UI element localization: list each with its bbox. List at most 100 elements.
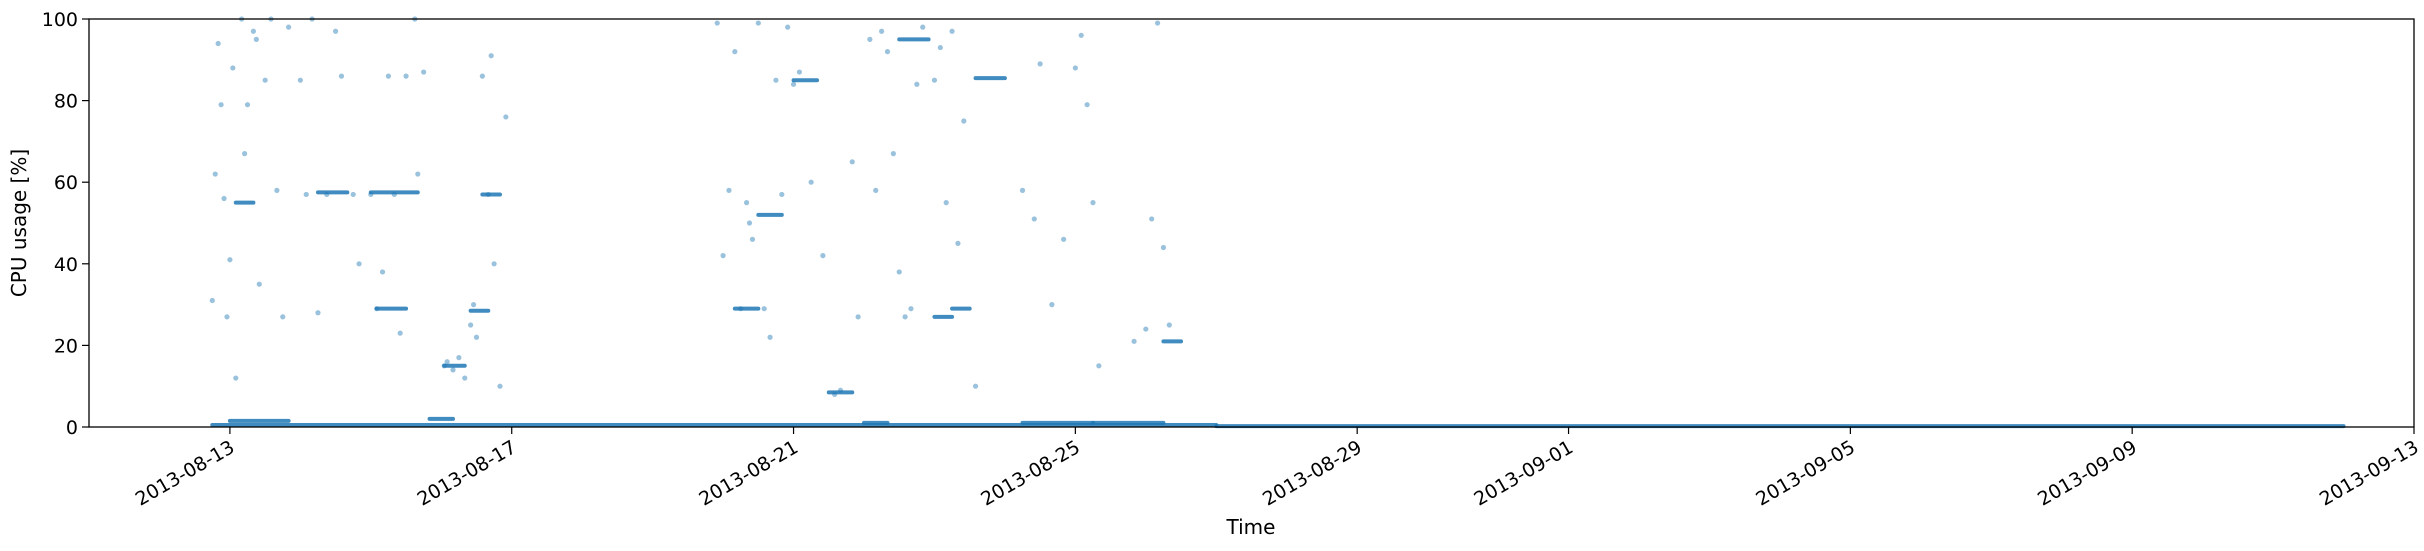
data-point: [743, 200, 750, 206]
data-point: [262, 77, 268, 83]
data-point: [796, 69, 803, 75]
data-point: [274, 187, 280, 193]
data-point: [1096, 363, 1102, 369]
x-tick-label: 2013-09-13: [2316, 436, 2423, 510]
data-point: [397, 330, 403, 336]
data-point: [303, 191, 309, 198]
x-tick-label: 2013-08-21: [695, 436, 802, 510]
data-point: [837, 387, 844, 393]
data-point: [1019, 187, 1026, 193]
data-point: [224, 314, 230, 320]
data-point: [253, 36, 259, 43]
x-tick-label: 2013-09-01: [1470, 436, 1577, 510]
data-point: [450, 367, 456, 373]
data-point: [873, 187, 879, 193]
data-point: [746, 220, 753, 226]
data-point: [720, 253, 726, 259]
y-tick-label: 100: [42, 9, 78, 31]
data-point: [485, 191, 491, 198]
data-point: [503, 114, 509, 120]
data-point: [785, 24, 791, 30]
data-point: [937, 44, 943, 51]
data-point: [908, 306, 914, 312]
y-axis-label: CPU usage [%]: [7, 149, 31, 297]
data-point: [250, 28, 256, 34]
data-point: [470, 302, 477, 308]
data-point: [462, 375, 468, 381]
data-point: [374, 306, 380, 312]
data-point: [714, 20, 720, 26]
data-point: [350, 191, 356, 198]
data-point: [1090, 200, 1096, 206]
data-point: [1049, 302, 1055, 308]
data-point: [368, 191, 374, 198]
data-point: [1149, 216, 1155, 222]
data-point: [849, 159, 855, 165]
data-point: [244, 102, 251, 108]
data-point: [1072, 65, 1078, 71]
y-tick-label: 80: [54, 91, 78, 113]
x-tick-label: 2013-09-09: [2034, 436, 2141, 510]
data-point: [949, 28, 955, 34]
data-point: [738, 306, 744, 312]
data-point: [227, 257, 233, 263]
data-point: [1037, 61, 1043, 67]
data-point: [230, 65, 236, 71]
data-point: [1131, 338, 1137, 344]
data-point: [441, 363, 447, 369]
data-point: [209, 297, 215, 304]
data-point: [1143, 326, 1149, 332]
data-point: [332, 28, 339, 34]
data-point: [473, 334, 480, 340]
x-axis-ticks: 2013-08-13 2013-08-17 2013-08-21 2013-08-25…: [132, 427, 2423, 511]
x-tick-label: 2013-08-17: [414, 436, 521, 510]
data-point: [403, 73, 409, 79]
data-point: [867, 36, 873, 43]
data-point: [749, 236, 756, 242]
data-point: [1154, 20, 1161, 26]
data-point: [215, 40, 221, 47]
y-tick-label: 60: [54, 172, 78, 194]
plot-area-frame: [88, 18, 2415, 428]
data-point: [931, 77, 938, 83]
x-tick-label: 2013-08-13: [132, 436, 239, 510]
data-point: [297, 77, 303, 83]
data-point: [896, 269, 902, 275]
data-point: [241, 151, 248, 157]
data-point: [955, 240, 961, 246]
data-point: [286, 24, 292, 30]
data-point: [444, 359, 450, 365]
data-point: [855, 314, 861, 320]
data-point: [479, 73, 485, 79]
data-point: [943, 200, 949, 206]
y-axis-ticks: 0 20 40 60 80 100: [42, 9, 89, 439]
data-point: [767, 334, 773, 340]
data-point: [338, 73, 345, 79]
data-point: [879, 28, 885, 34]
y-tick-label: 40: [54, 254, 78, 276]
data-point: [832, 391, 838, 397]
data-point: [1061, 236, 1067, 242]
x-tick-label: 2013-08-25: [977, 436, 1084, 510]
data-point: [1084, 102, 1090, 108]
data-point: [726, 187, 732, 193]
data-point: [497, 383, 503, 389]
data-point: [221, 195, 227, 202]
data-point: [961, 118, 967, 124]
data-point: [324, 191, 330, 198]
data-point: [1160, 244, 1167, 251]
data-point: [732, 49, 738, 55]
data-point: [356, 261, 362, 267]
y-tick-label: 0: [66, 417, 78, 439]
data-point: [920, 24, 926, 30]
data-point: [755, 20, 761, 26]
data-point: [421, 69, 427, 75]
data-point: [315, 310, 321, 316]
data-point: [233, 375, 239, 381]
x-axis-label: Time: [1226, 515, 1276, 539]
data-point: [820, 253, 826, 259]
data-point: [761, 306, 767, 312]
data-point: [491, 261, 497, 267]
data-point: [1166, 322, 1172, 328]
